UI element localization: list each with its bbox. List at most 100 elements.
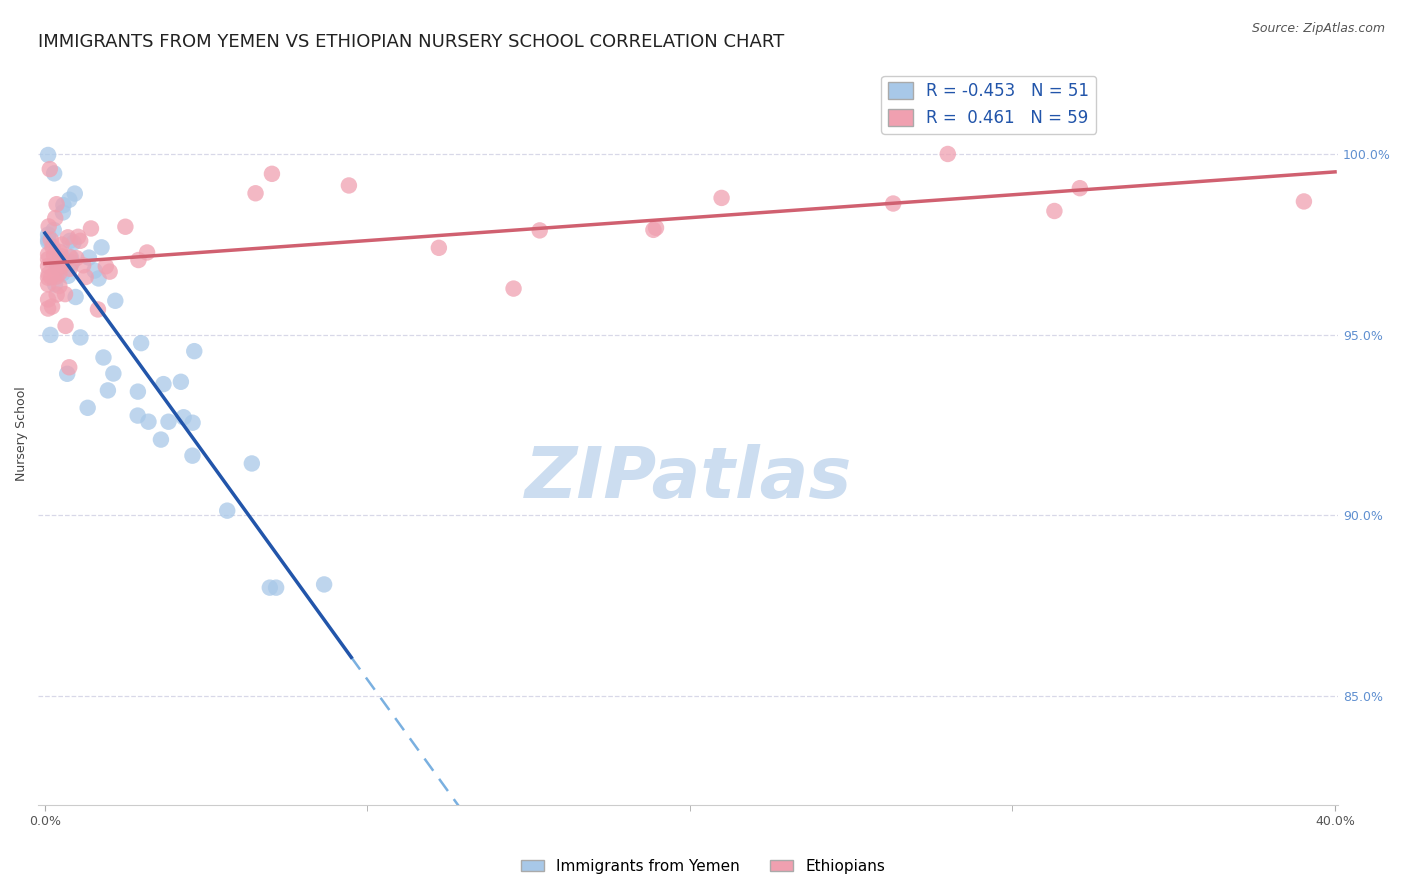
Point: [93, 351, 115, 365]
Point: [643, 223, 665, 237]
Point: [90, 240, 112, 254]
Point: [56, 367, 79, 381]
Point: [48, 251, 70, 265]
Point: [69, 330, 91, 344]
Legend: Immigrants from Yemen, Ethiopians: Immigrants from Yemen, Ethiopians: [515, 853, 891, 880]
Point: [37, 259, 59, 273]
Point: [60, 255, 83, 269]
Point: [59, 251, 82, 265]
Point: [1043, 204, 1066, 219]
Point: [314, 577, 336, 591]
Point: [67, 229, 90, 244]
Point: [48, 279, 70, 293]
Point: [72, 258, 94, 272]
Text: ZIPatlas: ZIPatlas: [524, 444, 852, 513]
Point: [75, 270, 97, 285]
Point: [52, 198, 75, 212]
Point: [37, 270, 59, 285]
Point: [58, 193, 80, 207]
Point: [69, 234, 91, 248]
Point: [173, 410, 195, 425]
Point: [240, 457, 263, 471]
Point: [37, 293, 59, 307]
Point: [39, 233, 62, 247]
Point: [427, 241, 450, 255]
Point: [138, 415, 160, 429]
Point: [37, 233, 59, 247]
Point: [104, 293, 127, 308]
Point: [65, 290, 87, 304]
Point: [51, 237, 73, 252]
Point: [936, 147, 959, 161]
Point: [149, 433, 172, 447]
Point: [37, 252, 59, 267]
Text: IMMIGRANTS FROM YEMEN VS ETHIOPIAN NURSERY SCHOOL CORRELATION CHART: IMMIGRANTS FROM YEMEN VS ETHIOPIAN NURSE…: [38, 33, 785, 51]
Point: [181, 449, 204, 463]
Point: [217, 503, 239, 517]
Point: [59, 234, 82, 248]
Point: [87, 271, 110, 285]
Point: [65, 251, 87, 265]
Point: [58, 360, 80, 375]
Point: [337, 178, 360, 193]
Point: [51, 249, 73, 263]
Point: [38, 219, 60, 234]
Point: [59, 261, 82, 276]
Point: [98, 265, 121, 279]
Point: [42, 223, 65, 237]
Point: [51, 258, 73, 272]
Point: [44, 248, 66, 262]
Point: [259, 581, 281, 595]
Point: [44, 266, 66, 280]
Point: [103, 367, 125, 381]
Point: [264, 581, 287, 595]
Point: [152, 377, 174, 392]
Point: [1069, 181, 1091, 195]
Point: [38, 267, 60, 281]
Point: [170, 375, 193, 389]
Point: [83, 263, 105, 277]
Point: [37, 247, 59, 261]
Point: [62, 235, 84, 250]
Y-axis label: Nursery School: Nursery School: [15, 386, 28, 482]
Point: [114, 219, 136, 234]
Point: [51, 266, 73, 280]
Point: [37, 301, 59, 316]
Point: [183, 344, 205, 359]
Point: [77, 251, 100, 265]
Legend: R = -0.453   N = 51, R =  0.461   N = 59: R = -0.453 N = 51, R = 0.461 N = 59: [882, 76, 1095, 134]
Point: [94, 260, 117, 274]
Point: [76, 401, 98, 415]
Point: [502, 282, 524, 296]
Point: [127, 384, 149, 399]
Point: [97, 384, 120, 398]
Point: [41, 240, 63, 254]
Point: [45, 287, 67, 301]
Point: [127, 409, 149, 423]
Point: [39, 270, 62, 285]
Point: [56, 230, 79, 244]
Point: [157, 415, 180, 429]
Point: [529, 223, 551, 237]
Point: [46, 258, 69, 272]
Point: [181, 416, 204, 430]
Point: [44, 211, 66, 226]
Point: [55, 318, 77, 333]
Point: [49, 256, 72, 270]
Point: [60, 256, 83, 270]
Point: [136, 245, 159, 260]
Point: [37, 227, 59, 242]
Point: [44, 277, 66, 292]
Point: [127, 253, 149, 268]
Point: [80, 221, 103, 235]
Point: [44, 166, 66, 180]
Point: [59, 250, 82, 264]
Point: [52, 205, 75, 219]
Point: [260, 167, 283, 181]
Point: [45, 197, 67, 211]
Point: [37, 148, 59, 162]
Point: [129, 336, 152, 351]
Point: [882, 196, 904, 211]
Point: [38, 162, 60, 177]
Point: [46, 261, 69, 276]
